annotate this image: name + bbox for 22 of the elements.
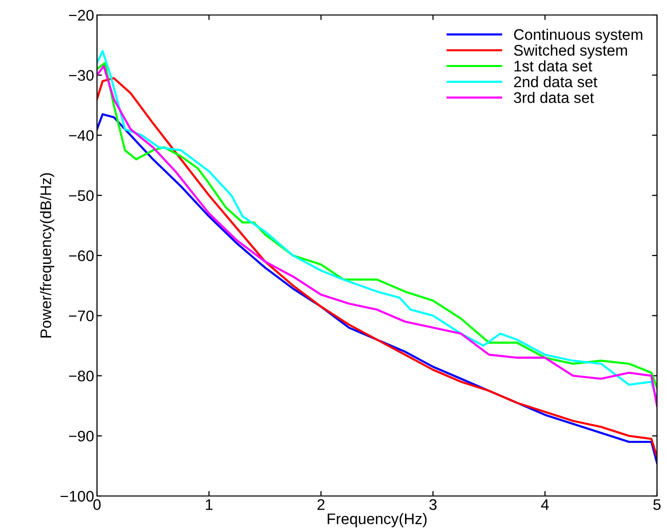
y-tick-label: −40 xyxy=(69,130,94,141)
y-tick-label: −20 xyxy=(69,10,94,21)
legend-label: Continuous system xyxy=(514,28,642,43)
x-tick-label: 0 xyxy=(93,499,101,510)
legend-label: Switched system xyxy=(514,44,627,59)
x-axis-title: Frequency(Hz) xyxy=(328,513,427,528)
y-tick-label: −100 xyxy=(60,490,94,502)
y-tick-label: −80 xyxy=(69,370,94,382)
y-tick-label: −50 xyxy=(69,190,94,202)
legend-label: 2nd data set xyxy=(514,76,598,88)
y-tick-label: −30 xyxy=(69,70,94,81)
x-tick-label: 5 xyxy=(653,499,661,510)
x-tick-label: 1 xyxy=(206,499,213,510)
y-tick-label: −70 xyxy=(69,310,94,322)
x-tick-label: 4 xyxy=(541,499,549,510)
y-tick-label: −60 xyxy=(69,250,94,262)
legend-label: 3rd data set xyxy=(514,92,594,104)
legend-label: 1st data set xyxy=(514,60,592,72)
y-axis-title: Power/frequency(dB/Hz) xyxy=(40,173,54,338)
x-tick-label: 3 xyxy=(429,499,437,510)
x-tick-label: 2 xyxy=(318,499,324,510)
y-tick-label: −90 xyxy=(69,430,94,442)
